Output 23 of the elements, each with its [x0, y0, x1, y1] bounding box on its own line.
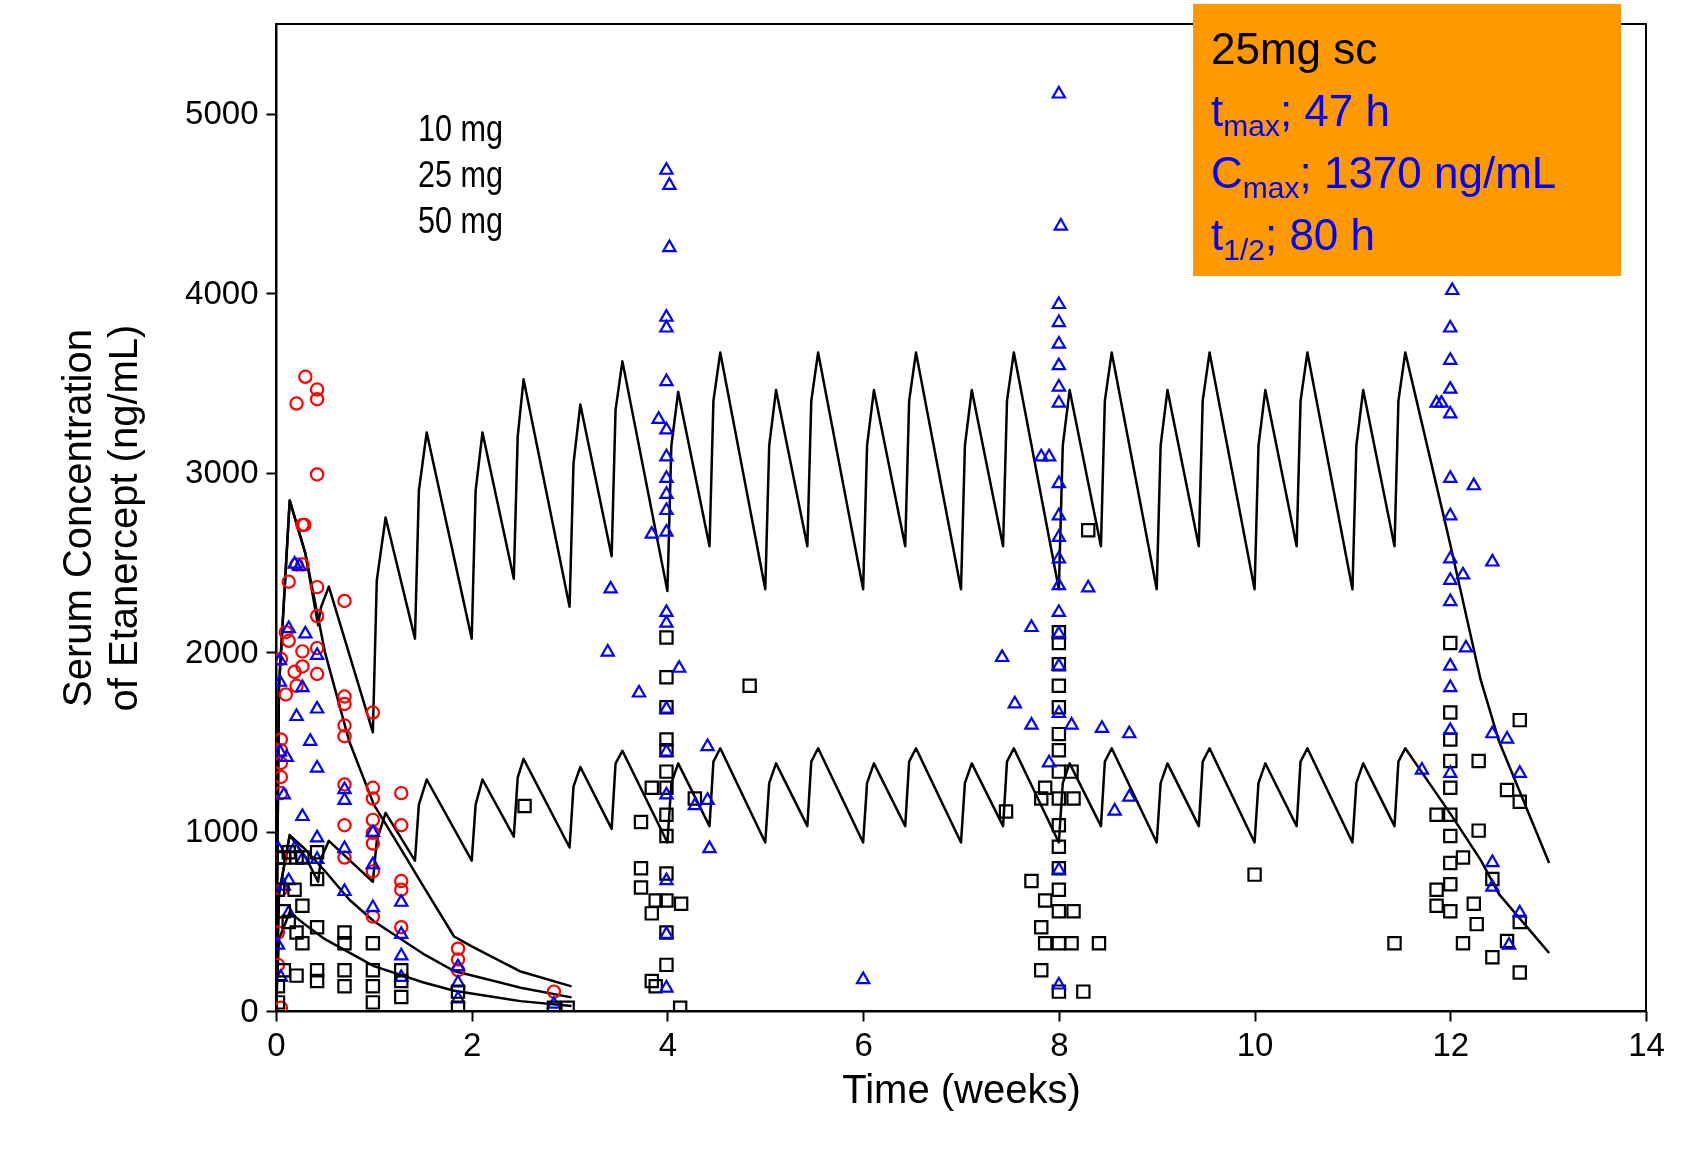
- x-tick-label: 8: [1050, 1025, 1069, 1063]
- y-tick-label: 0: [240, 991, 259, 1029]
- y-tick-label: 5000: [185, 94, 259, 132]
- annotation: 25 mg: [418, 154, 504, 196]
- x-tick-label: 0: [267, 1025, 286, 1063]
- annotation: t$_{max}$; 47 h: [1211, 85, 1391, 142]
- x-tick-label: 14: [1628, 1025, 1665, 1063]
- x-tick-label: 10: [1236, 1025, 1274, 1063]
- y-tick-label: 2000: [185, 632, 259, 670]
- x-tick-label: 6: [854, 1025, 873, 1063]
- x-tick-label: 2: [463, 1025, 482, 1063]
- annotation: 25mg sc: [1211, 23, 1379, 75]
- x-tick-label: 12: [1432, 1025, 1470, 1063]
- annotation: C$_{max}$; 1370 ng/mL: [1211, 147, 1558, 204]
- y-tick-label: 3000: [185, 453, 259, 491]
- y-axis-title: Serum Concentration of Etanercept (ng/mL): [55, 324, 146, 712]
- annotation: t$_{1/2}$; 80 h: [1211, 209, 1377, 266]
- y-tick-label: 1000: [185, 812, 259, 850]
- annotation: 50 mg: [418, 200, 504, 242]
- y-tick-label: 4000: [185, 273, 259, 311]
- x-axis-title: Time (weeks): [842, 1066, 1081, 1111]
- x-tick-label: 4: [658, 1025, 678, 1063]
- annotation: 10 mg: [418, 108, 504, 150]
